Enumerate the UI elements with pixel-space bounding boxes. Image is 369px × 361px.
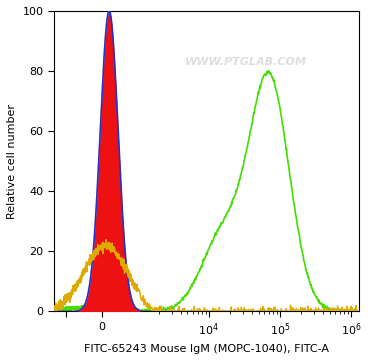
Text: WWW.PTGLAB.COM: WWW.PTGLAB.COM bbox=[185, 57, 307, 67]
Y-axis label: Relative cell number: Relative cell number bbox=[7, 104, 17, 219]
X-axis label: FITC-65243 Mouse IgM (MOPC-1040), FITC-A: FITC-65243 Mouse IgM (MOPC-1040), FITC-A bbox=[84, 344, 329, 354]
